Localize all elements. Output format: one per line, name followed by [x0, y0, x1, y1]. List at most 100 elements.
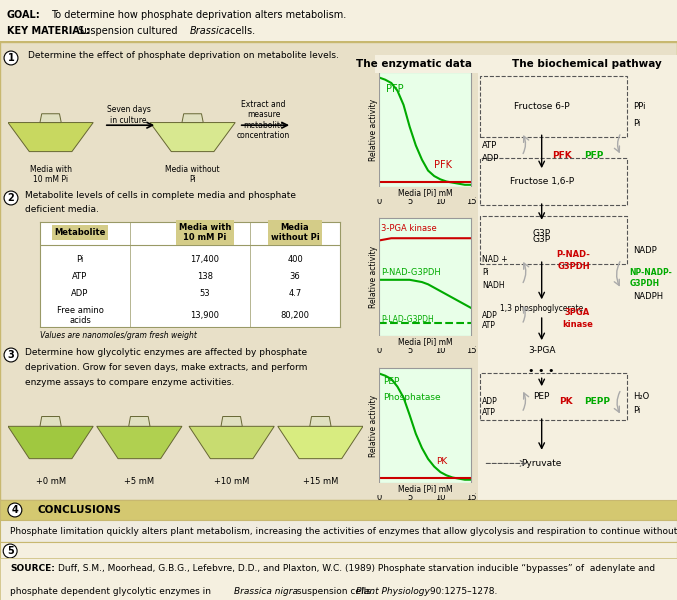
Text: Relative activity: Relative activity	[368, 394, 378, 457]
Text: PPi: PPi	[633, 102, 646, 111]
Text: P-NAD-G3PDH: P-NAD-G3PDH	[381, 268, 441, 277]
Text: Fructose 1,6-P: Fructose 1,6-P	[510, 178, 573, 187]
Text: 80,200: 80,200	[280, 311, 309, 320]
Text: Free amino
acids: Free amino acids	[57, 306, 104, 325]
Text: ADP: ADP	[482, 154, 500, 163]
Polygon shape	[129, 416, 150, 427]
Text: PFK: PFK	[434, 160, 452, 170]
Text: cells.: cells.	[227, 26, 255, 36]
Text: PFP: PFP	[584, 151, 603, 160]
Text: Pi: Pi	[482, 268, 489, 277]
Text: ATP: ATP	[72, 272, 87, 281]
Text: Pyruvate: Pyruvate	[521, 459, 562, 468]
Text: G3P: G3P	[533, 229, 551, 238]
Text: Fructose 6-P: Fructose 6-P	[514, 102, 569, 111]
Text: Metabolite levels of cells in complete media and phosphate: Metabolite levels of cells in complete m…	[26, 191, 297, 200]
Text: Relative activity: Relative activity	[368, 246, 378, 308]
Text: 3-PGA: 3-PGA	[528, 346, 555, 355]
Text: NADPH: NADPH	[633, 292, 663, 301]
Text: 5: 5	[7, 546, 14, 556]
Text: P-NAD-: P-NAD-	[556, 250, 590, 259]
Text: To determine how phosphate deprivation alters metabolism.: To determine how phosphate deprivation a…	[51, 10, 346, 20]
Text: ATP: ATP	[482, 408, 496, 417]
Polygon shape	[40, 114, 61, 122]
Text: The enzymatic data: The enzymatic data	[356, 59, 473, 69]
Text: PEPP: PEPP	[584, 397, 611, 406]
Text: 1,3 phosphoglycerate: 1,3 phosphoglycerate	[500, 304, 584, 313]
Text: Values are nanomoles/gram fresh weight: Values are nanomoles/gram fresh weight	[40, 331, 197, 340]
Text: Media [Pi] mM: Media [Pi] mM	[397, 484, 452, 493]
Polygon shape	[189, 427, 274, 458]
Text: concentration: concentration	[237, 131, 290, 140]
Text: Brassica: Brassica	[190, 26, 231, 36]
Text: ATP: ATP	[482, 141, 497, 150]
Text: Seven days: Seven days	[107, 105, 151, 114]
Text: G3P: G3P	[533, 235, 551, 244]
Text: PEP: PEP	[384, 377, 400, 386]
Text: H₂O: H₂O	[633, 392, 649, 401]
Polygon shape	[8, 122, 93, 152]
Text: 53: 53	[200, 289, 211, 298]
Text: Plant Physiology: Plant Physiology	[356, 587, 430, 596]
Text: Phosphate limitation quickly alters plant metabolism, increasing the activities : Phosphate limitation quickly alters plan…	[10, 527, 677, 535]
Polygon shape	[278, 427, 363, 458]
Text: 1: 1	[7, 53, 14, 63]
Text: NP-NADP-: NP-NADP-	[629, 268, 672, 277]
Text: kinase: kinase	[562, 320, 593, 329]
Text: Metabolite: Metabolite	[54, 228, 106, 237]
Text: +15 mM: +15 mM	[303, 477, 338, 486]
Text: Pi: Pi	[190, 175, 196, 184]
Polygon shape	[310, 416, 331, 427]
Text: ATP: ATP	[482, 322, 496, 331]
Text: Media [Pi] mM: Media [Pi] mM	[397, 188, 452, 197]
Text: Media
without Pi: Media without Pi	[271, 223, 320, 242]
Text: NAD +: NAD +	[482, 254, 508, 264]
Text: Media with
10 mM Pi: Media with 10 mM Pi	[179, 223, 231, 242]
Text: phosphate dependent glycolytic enzymes in: phosphate dependent glycolytic enzymes i…	[10, 587, 214, 596]
Text: GOAL:: GOAL:	[7, 10, 41, 20]
Text: 10 mM Pi: 10 mM Pi	[33, 175, 68, 184]
Text: PFK: PFK	[552, 151, 571, 160]
Polygon shape	[150, 122, 235, 152]
Text: Pi: Pi	[633, 406, 640, 415]
Text: Media without: Media without	[165, 165, 220, 174]
Text: 17,400: 17,400	[190, 256, 219, 264]
Text: Suspension cultured: Suspension cultured	[78, 26, 181, 36]
Text: suspension cells.: suspension cells.	[294, 587, 377, 596]
Text: Extract and: Extract and	[241, 100, 286, 109]
Text: P-LAD-G3PDH: P-LAD-G3PDH	[381, 315, 433, 324]
Text: 36: 36	[290, 272, 301, 281]
Text: PEP: PEP	[533, 392, 550, 401]
Text: NADH: NADH	[482, 280, 504, 289]
Text: Pi: Pi	[633, 119, 640, 128]
Text: ADP: ADP	[71, 289, 89, 298]
Text: Determine how glycolytic enzymes are affected by phosphate: Determine how glycolytic enzymes are aff…	[26, 348, 307, 357]
Text: 3: 3	[7, 350, 14, 360]
Text: G3PDH: G3PDH	[557, 262, 590, 271]
Text: measure: measure	[247, 110, 280, 119]
Text: deprivation. Grow for seven days, make extracts, and perform: deprivation. Grow for seven days, make e…	[26, 363, 308, 372]
Text: metabolite: metabolite	[243, 121, 284, 130]
Text: CONCLUSIONS: CONCLUSIONS	[37, 505, 121, 515]
Text: 3PGA: 3PGA	[565, 308, 590, 317]
Text: NADP: NADP	[633, 246, 657, 255]
Text: 4.7: 4.7	[288, 289, 302, 298]
Text: Relative activity: Relative activity	[368, 98, 378, 161]
Polygon shape	[40, 416, 61, 427]
Text: PFP: PFP	[387, 83, 404, 94]
Text: +5 mM: +5 mM	[125, 477, 154, 486]
Polygon shape	[97, 427, 182, 458]
Text: Media [Pi] mM: Media [Pi] mM	[397, 337, 452, 346]
Text: SOURCE:: SOURCE:	[10, 564, 55, 574]
Text: Brassica nigra: Brassica nigra	[234, 587, 298, 596]
Text: Pi: Pi	[77, 256, 84, 264]
Text: Determine the effect of phosphate deprivation on metabolite levels.: Determine the effect of phosphate depriv…	[28, 51, 339, 60]
Text: 4: 4	[12, 505, 18, 515]
Text: ADP: ADP	[482, 311, 498, 320]
Text: 3-PGA kinase: 3-PGA kinase	[381, 224, 437, 233]
Text: Phosphatase: Phosphatase	[384, 394, 441, 402]
Text: PK: PK	[559, 397, 572, 406]
Text: • • •: • • •	[529, 366, 555, 376]
Text: 2: 2	[7, 193, 14, 203]
Text: Media with: Media with	[30, 165, 72, 174]
